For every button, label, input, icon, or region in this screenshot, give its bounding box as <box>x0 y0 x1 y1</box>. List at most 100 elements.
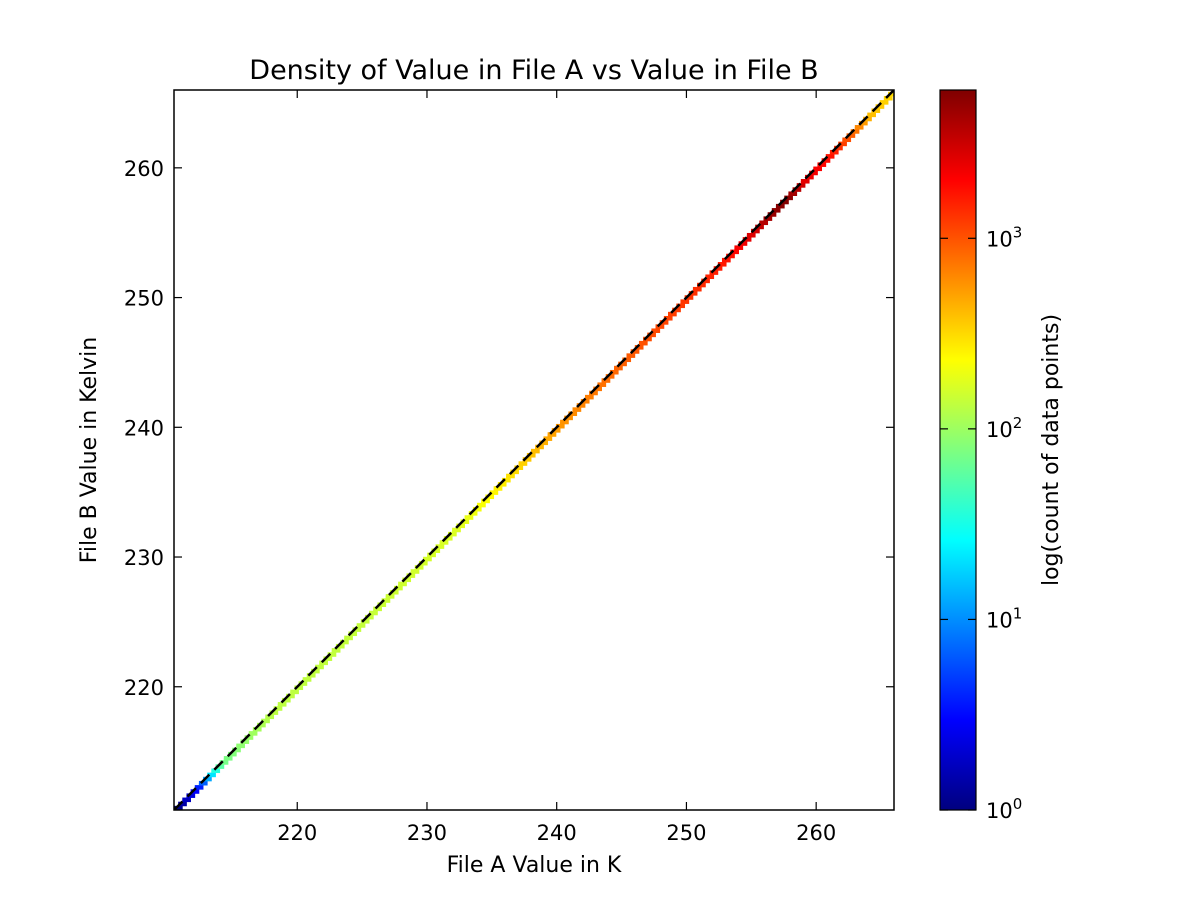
heatmap-cell <box>439 542 443 545</box>
heatmap-cell <box>236 745 239 749</box>
heatmap-cell <box>634 349 640 354</box>
heatmap-cell <box>535 448 540 454</box>
colorbar-tick-label: 102 <box>986 414 1022 442</box>
heatmap-cell <box>805 178 810 184</box>
heatmap-cell <box>373 610 378 616</box>
heatmap-cell <box>751 232 756 238</box>
heatmap-cell <box>775 208 781 213</box>
heatmap-cell <box>817 164 820 167</box>
heatmap-cell <box>568 415 573 421</box>
heatmap-cell <box>219 764 225 769</box>
heatmap-cell <box>198 785 204 790</box>
heatmap-cell <box>771 212 777 217</box>
heatmap-cell <box>601 382 607 387</box>
heatmap-cell <box>601 380 605 383</box>
heatmap-cell <box>331 652 337 657</box>
heatmap-cell <box>614 369 619 375</box>
heatmap-cell <box>418 565 424 570</box>
heatmap-cell <box>638 345 644 350</box>
heatmap-cell <box>726 257 731 263</box>
y-tick-label: 260 <box>124 157 164 181</box>
heatmap-cell <box>626 355 629 358</box>
heatmap-cell <box>514 469 519 475</box>
heatmap-cell <box>788 193 791 197</box>
heatmap-cell <box>439 544 445 549</box>
heatmap-cell <box>738 245 744 250</box>
heatmap-cell <box>223 760 229 765</box>
heatmap-cell <box>310 673 316 678</box>
heatmap-cell <box>294 689 299 695</box>
heatmap-cell <box>796 187 802 192</box>
heatmap-cell <box>871 110 874 113</box>
heatmap-cell <box>883 100 889 105</box>
y-tick-label: 230 <box>124 546 164 570</box>
heatmap-cell <box>867 114 870 118</box>
heatmap-cell <box>518 465 524 470</box>
heatmap-cell <box>746 237 752 242</box>
heatmap-cell <box>688 295 694 300</box>
heatmap-cell <box>730 253 735 259</box>
heatmap-cell <box>547 436 553 441</box>
heatmap-cell <box>721 262 727 267</box>
heatmap-cell <box>452 529 455 533</box>
heatmap-cell <box>427 556 432 562</box>
heatmap-cell <box>630 353 636 358</box>
heatmap-cell <box>792 191 798 196</box>
heatmap-cell <box>472 511 478 516</box>
heatmap-cell <box>775 205 779 209</box>
heatmap-cell <box>551 432 557 437</box>
heatmap-cell <box>306 677 312 682</box>
heatmap-cell <box>721 259 725 263</box>
heatmap-cell <box>385 598 391 603</box>
heatmap-cell <box>763 220 769 226</box>
heatmap-cell <box>506 475 509 479</box>
heatmap-cell <box>858 125 864 130</box>
heatmap-cell <box>813 168 816 172</box>
heatmap-cell <box>643 338 646 342</box>
heatmap-cell <box>344 639 349 645</box>
heatmap-cell <box>597 386 602 392</box>
heatmap-cell <box>854 127 858 130</box>
heatmap-cell <box>394 589 399 595</box>
colorbar-tick-label: 103 <box>986 223 1022 251</box>
heatmap-cell <box>672 311 677 317</box>
heatmap-cell <box>547 434 551 437</box>
heatmap-cell <box>734 249 739 255</box>
heatmap-cell <box>298 685 304 691</box>
heatmap-cell <box>398 583 401 587</box>
heatmap-cell <box>867 116 872 122</box>
heatmap-cell <box>323 660 328 666</box>
heatmap-cell <box>697 286 702 292</box>
heatmap-cell <box>854 129 860 134</box>
heatmap-cell <box>663 320 669 325</box>
y-tick-label: 240 <box>124 416 164 440</box>
colorbar-tick-label: 100 <box>986 795 1022 823</box>
heatmap-cell <box>477 506 482 512</box>
heatmap-cell <box>668 315 673 321</box>
heatmap-cell <box>178 805 183 810</box>
heatmap-cell <box>543 440 549 446</box>
heatmap-cell <box>759 224 764 230</box>
heatmap-cell <box>655 326 659 329</box>
heatmap-cell <box>767 216 773 221</box>
heatmap-cell <box>232 751 237 757</box>
heatmap-cell <box>506 477 511 483</box>
heatmap-cell <box>518 463 522 466</box>
heatmap-cell <box>410 571 414 574</box>
heatmap-cell <box>501 482 507 487</box>
heatmap-cell <box>651 332 656 338</box>
heatmap-cell <box>306 675 310 678</box>
heatmap-cell <box>356 627 362 632</box>
heatmap-cell <box>211 772 216 778</box>
heatmap-cell <box>485 498 490 504</box>
heatmap-cell <box>319 662 322 666</box>
heatmap-cell <box>755 228 760 234</box>
heatmap-cell <box>360 621 364 624</box>
heatmap-cell <box>638 342 642 346</box>
heatmap-cell <box>344 637 347 641</box>
colorbar-tick-label: 101 <box>986 604 1022 632</box>
heatmap-cell <box>680 301 683 304</box>
heatmap-cell <box>319 664 324 670</box>
heatmap-cell <box>447 536 453 541</box>
heatmap-cell <box>269 714 275 720</box>
